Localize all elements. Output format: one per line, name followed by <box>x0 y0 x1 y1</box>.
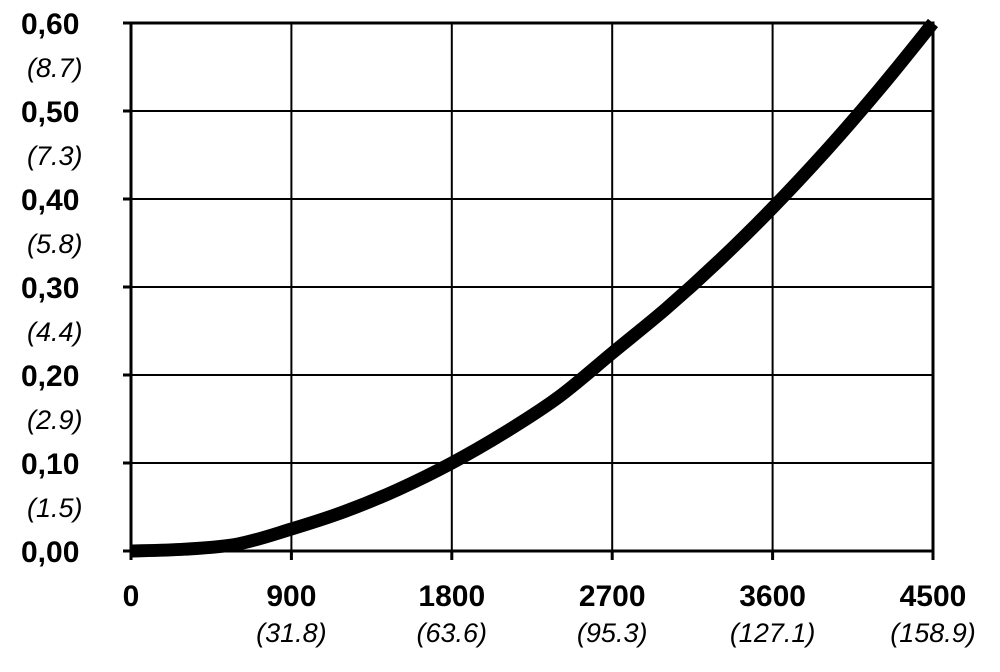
x-tick-label: 4500 <box>900 580 967 613</box>
x-tick-label: 0 <box>123 580 140 613</box>
x-tick-label: 1800 <box>418 580 485 613</box>
y-tick-sublabel: (2.9) <box>27 405 83 435</box>
y-tick-sublabel: (8.7) <box>27 53 83 83</box>
grid-lines <box>131 23 933 551</box>
series-layer <box>130 18 939 558</box>
x-tick-sublabel: (127.1) <box>730 618 816 648</box>
y-tick-sublabel: (5.8) <box>27 229 83 259</box>
series-line <box>130 18 939 558</box>
y-tick-label: 0,10 <box>21 448 79 481</box>
y-tick-label: 0,40 <box>21 184 79 217</box>
y-tick-label: 0,60 <box>21 8 79 41</box>
y-tick-sublabel: (1.5) <box>27 493 83 523</box>
x-tick-label: 2700 <box>579 580 646 613</box>
y-tick-label: 0,20 <box>21 360 79 393</box>
y-tick-label: 0,50 <box>21 96 79 129</box>
y-tick-label: 0,30 <box>21 272 79 305</box>
y-tick-label: 0,00 <box>21 536 79 569</box>
x-tick-sublabel: (63.6) <box>417 618 488 648</box>
y-tick-sublabel: (7.3) <box>27 141 83 171</box>
tick-labels: 0 900 (31.8) 1800 (63.6) 2700 (95.3) 3600 (127.1… <box>21 8 976 648</box>
axis-ticks <box>123 21 935 560</box>
y-tick-sublabel: (4.4) <box>27 317 83 347</box>
x-tick-sublabel: (95.3) <box>577 618 648 648</box>
x-tick-sublabel: (158.9) <box>890 618 976 648</box>
x-tick-sublabel: (31.8) <box>256 618 327 648</box>
x-tick-label: 900 <box>266 580 316 613</box>
x-tick-label: 3600 <box>739 580 806 613</box>
